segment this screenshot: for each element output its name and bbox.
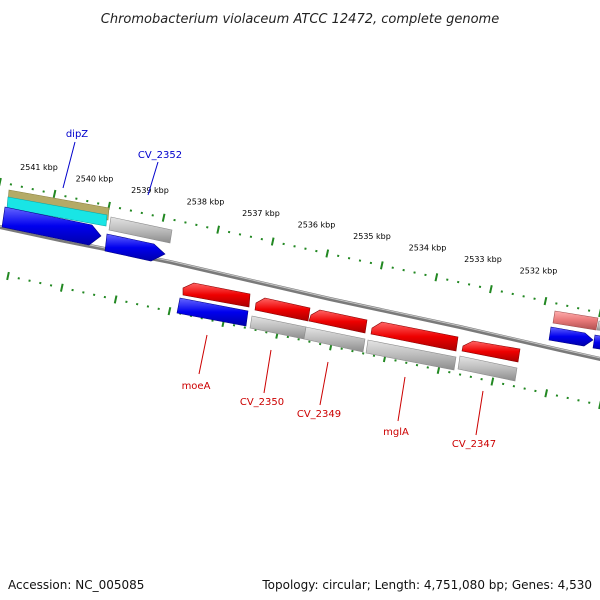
label-leader bbox=[475, 390, 484, 436]
gene-feature[interactable] bbox=[6, 196, 108, 227]
outer-major-tick bbox=[0, 177, 2, 187]
outer-major-tick bbox=[489, 285, 493, 294]
tick-label: 2533 kbp bbox=[464, 255, 502, 264]
inner-major-tick bbox=[544, 389, 549, 398]
top-gene-labels: dipZ CV_2352 bbox=[62, 129, 182, 196]
inner-major-tick bbox=[113, 295, 118, 304]
gene-reverse[interactable] bbox=[1, 206, 102, 246]
tick-label: 2535 kbp bbox=[353, 232, 391, 241]
outer-major-tick bbox=[543, 296, 548, 306]
tick-label: 2539 kbp bbox=[131, 186, 169, 195]
tick-label: 2540 kbp bbox=[76, 175, 114, 184]
inner-major-tick bbox=[490, 377, 495, 386]
outer-major-tick bbox=[216, 225, 221, 234]
gene-pseudo[interactable] bbox=[365, 339, 457, 371]
gene-reverse[interactable] bbox=[176, 297, 249, 327]
tick-label: 2532 kbp bbox=[520, 267, 558, 276]
tick-label: 2541 kbp bbox=[20, 163, 58, 172]
tick-label: 2536 kbp bbox=[298, 221, 336, 230]
feature-track-1 bbox=[6, 189, 110, 227]
label-leader bbox=[319, 361, 329, 406]
outer-major-tick bbox=[379, 261, 384, 270]
gene-pseudo[interactable] bbox=[457, 355, 518, 382]
label-leader bbox=[62, 141, 76, 189]
outer-major-tick bbox=[161, 213, 166, 222]
inner-major-tick bbox=[167, 307, 172, 316]
outer-major-tick bbox=[52, 189, 57, 199]
tick-label: 2534 kbp bbox=[409, 244, 447, 253]
gene-label-cv2349[interactable]: CV_2349 bbox=[297, 409, 341, 420]
bottom-gene-labels: moeA CV_2350 CV_2349 mglA CV_2347 bbox=[182, 334, 496, 450]
gene-pseudo[interactable] bbox=[249, 315, 307, 340]
gene-forward[interactable] bbox=[182, 282, 251, 308]
label-leader bbox=[198, 334, 208, 375]
gene-pseudo[interactable] bbox=[596, 320, 600, 331]
gene-label-moea[interactable]: moeA bbox=[182, 381, 211, 392]
inner-major-tick bbox=[598, 400, 600, 410]
inner-tick-ring bbox=[6, 271, 600, 410]
outer-major-tick bbox=[325, 249, 330, 258]
gene-forward[interactable] bbox=[370, 321, 459, 352]
genome-summary-text: Topology: circular; Length: 4,751,080 bp… bbox=[262, 578, 592, 592]
gene-forward[interactable] bbox=[461, 340, 521, 363]
backbone-track bbox=[0, 225, 600, 361]
backbone-line bbox=[0, 225, 600, 361]
reverse-strand-genes bbox=[1, 206, 600, 350]
gene-label-cv2347[interactable]: CV_2347 bbox=[452, 439, 496, 450]
gene-label-dipz[interactable]: dipZ bbox=[66, 129, 88, 140]
gene-reverse[interactable] bbox=[548, 326, 594, 347]
outer-major-tick bbox=[598, 308, 600, 318]
gene-forward[interactable] bbox=[308, 309, 368, 334]
gene-reverse[interactable] bbox=[104, 233, 166, 262]
outer-major-tick bbox=[434, 273, 439, 282]
gene-pseudo[interactable] bbox=[108, 216, 173, 244]
tick-labels: 2541 kbp 2540 kbp 2539 kbp 2538 kbp 2537 kbp… bbox=[20, 163, 557, 276]
tick-label: 2538 kbp bbox=[187, 198, 225, 207]
feature-track-2 bbox=[108, 216, 600, 382]
accession-text: Accession: NC_005085 bbox=[8, 578, 145, 592]
genome-title: Chromobacterium violaceum ATCC 12472, co… bbox=[101, 12, 499, 27]
label-leader bbox=[147, 161, 159, 196]
inner-major-tick bbox=[59, 283, 64, 292]
label-leader bbox=[263, 349, 272, 394]
gene-label-mgla[interactable]: mglA bbox=[383, 427, 409, 438]
gene-label-cv2350[interactable]: CV_2350 bbox=[240, 397, 284, 408]
gene-pseudo[interactable] bbox=[303, 326, 366, 353]
inner-major-tick bbox=[6, 271, 10, 281]
gene-forward[interactable] bbox=[552, 310, 599, 331]
forward-strand-genes bbox=[182, 282, 599, 363]
gene-label-cv2352[interactable]: CV_2352 bbox=[138, 150, 182, 161]
tick-label: 2537 kbp bbox=[242, 209, 280, 218]
gene-reverse[interactable] bbox=[592, 334, 600, 350]
label-leader bbox=[397, 376, 406, 422]
gene-forward[interactable] bbox=[254, 297, 311, 322]
outer-major-tick bbox=[270, 237, 275, 246]
